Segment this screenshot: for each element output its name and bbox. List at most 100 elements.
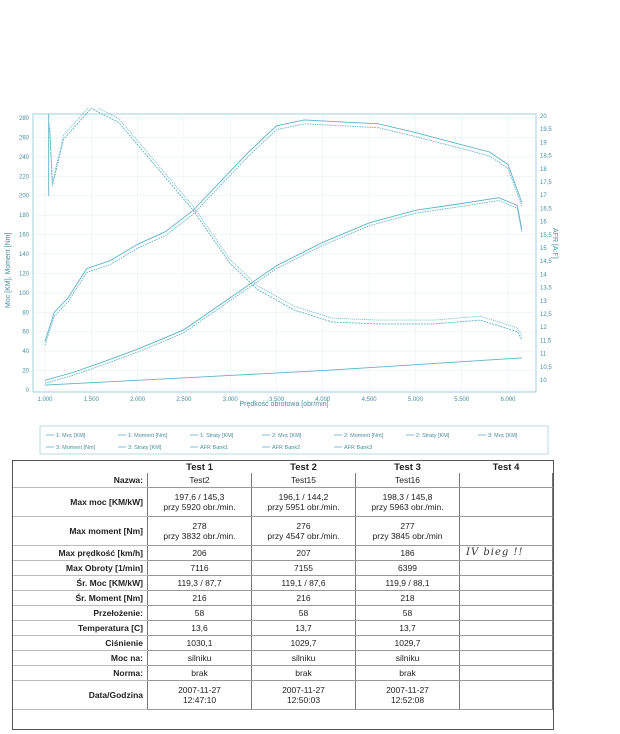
left-tick-label: 80	[22, 310, 29, 316]
cell-test-2: 276 przy 4547 obr./min.	[251, 516, 356, 546]
cell-test-4	[459, 560, 553, 576]
right-tick-label: 15	[540, 246, 547, 252]
cell-test-2: 58	[251, 605, 356, 621]
cell-test-1: 13,6	[147, 620, 252, 636]
x-axis-label: Prędkość obrotowa [obr/min]	[239, 401, 328, 408]
curve-line	[44, 123, 523, 346]
x-tick-label: 5.000	[408, 397, 424, 403]
right-tick-label: 14	[540, 272, 547, 278]
legend-item: 3: Moment [Nm]	[56, 445, 96, 451]
x-tick-label: 4.500	[362, 397, 378, 403]
cell-test-1: 2007-11-27 12:47:10	[147, 680, 252, 710]
cell-test-1: 1030,1	[147, 635, 252, 651]
cell-test-3: 58	[355, 605, 460, 621]
table-row: Nazwa: Test2 Test15 Test16	[13, 473, 553, 488]
cell-test-3: 2007-11-27 12:52:08	[355, 680, 460, 710]
cell-test-2: 13,7	[251, 620, 356, 636]
right-tick-label: 13,5	[540, 286, 552, 292]
left-tick-label: 180	[19, 213, 30, 219]
results-table: Test 1 Test 2 Test 3 Test 4 Nazwa: Test2 T…	[13, 461, 553, 710]
right-tick-label: 19,5	[540, 127, 552, 133]
curve-line	[44, 357, 522, 386]
cell-test-2: 2007-11-27 12:50:03	[251, 680, 356, 710]
curve-line	[49, 108, 523, 340]
right-tick-label: 16	[540, 220, 547, 226]
table-row: Norma: brak brak brak	[13, 665, 553, 681]
curve-line	[44, 119, 523, 342]
row-label: Max moc [KM/kW]	[13, 487, 148, 517]
row-label: Max prędkość [km/h]	[13, 545, 148, 561]
cell-test-3: 198,3 / 145,8 przy 5963 obr./min.	[355, 487, 460, 517]
cell-test-4	[459, 590, 553, 606]
legend-item: 3: Moc [KM]	[488, 433, 518, 439]
row-label: Śr. Moment [Nm]	[13, 590, 148, 606]
row-label: Śr. Moc [KM/kW]	[13, 575, 148, 591]
table-row: Temperatura [C] 13,6 13,7 13,7	[13, 620, 553, 636]
row-label: Temperatura [C]	[13, 620, 148, 636]
cell-test-4	[459, 665, 553, 681]
left-tick-label: 140	[19, 252, 30, 258]
legend-item: 3: Straty [KM]	[128, 445, 162, 451]
left-tick-label: 220	[19, 174, 30, 180]
header-test-2: Test 2	[290, 461, 317, 473]
cell-test-1: Test2	[147, 473, 252, 488]
legend-box	[39, 425, 549, 455]
right-tick-label: 10	[540, 378, 547, 384]
left-axis-label: Moc [KM], Moment [Nm]	[5, 232, 12, 308]
results-table-container: Test 1 Test 2 Test 3 Test 4 Nazwa: Test2 T…	[12, 460, 554, 730]
right-tick-label: 15,5	[540, 233, 552, 239]
legend-item: 2: Moc [KM]	[272, 433, 302, 439]
cell-test-3: 1029,7	[355, 635, 460, 651]
left-tick-label: 60	[22, 330, 29, 336]
right-axis-label: AFR [A:F]	[551, 228, 558, 259]
cell-test-2: 1029,7	[251, 635, 356, 651]
table-row: Moc na: silniku silniku silniku	[13, 650, 553, 666]
row-label: Nazwa:	[13, 473, 148, 488]
left-tick-label: 260	[19, 135, 30, 141]
row-label: Max moment [Nm]	[13, 516, 148, 546]
right-tick-label: 19	[540, 140, 547, 146]
cell-test-1: 216	[147, 590, 252, 606]
cell-test-1: 119,3 / 87,7	[147, 575, 252, 591]
x-axis-ticks: 1.000 1.500 2.000 2.500 3.000 3.500 4.000 4.500…	[37, 397, 516, 403]
right-tick-label: 18,5	[540, 154, 552, 160]
cell-test-3: brak	[355, 665, 460, 681]
cell-test-3: 119,9 / 88,1	[355, 575, 460, 591]
left-tick-label: 20	[22, 369, 29, 375]
cell-test-4	[459, 680, 553, 710]
cell-test-2: Test15	[251, 473, 356, 488]
right-tick-label: 13	[540, 299, 547, 305]
right-tick-label: 14,5	[540, 259, 552, 265]
table-header-row: Test 1 Test 2 Test 3 Test 4	[13, 461, 553, 473]
cell-test-3: 6399	[355, 560, 460, 576]
right-tick-label: 18	[540, 167, 547, 173]
right-tick-label: 20	[540, 114, 547, 120]
cell-test-4	[459, 650, 553, 666]
left-tick-label: 100	[19, 291, 30, 297]
x-tick-label: 6.000	[500, 397, 516, 403]
legend-item: 1: Straty [KM]	[200, 433, 234, 439]
header-test-3: Test 3	[394, 461, 421, 473]
dyno-chart: 280 260 240 220 200 180 160 140 120 100 80 60 40 20 0 …	[0, 108, 560, 460]
cell-test-1: 197,6 / 145,3 przy 5920 obr./min.	[147, 487, 252, 517]
x-tick-label: 2.000	[130, 397, 146, 403]
legend-item: 1: Moment [Nm]	[128, 433, 168, 439]
right-tick-label: 16,5	[540, 206, 552, 212]
cell-test-3: 186	[355, 545, 460, 561]
cell-test-2: 216	[251, 590, 356, 606]
cell-test-4	[459, 620, 553, 636]
header-test-4: Test 4	[492, 461, 520, 473]
row-label: Przełożenie:	[13, 605, 148, 621]
table-row: Śr. Moc [KM/kW] 119,3 / 87,7 119,1 / 87,6 1…	[13, 575, 553, 591]
cell-test-1: 58	[147, 605, 252, 621]
cell-test-2: silniku	[251, 650, 356, 666]
cell-test-3: Test16	[355, 473, 460, 488]
header-test-1: Test 1	[186, 461, 213, 473]
right-tick-label: 10,5	[540, 365, 552, 371]
right-tick-label: 11,5	[540, 338, 552, 344]
cell-test-1: 7116	[147, 560, 252, 576]
left-tick-label: 200	[19, 194, 30, 200]
cell-test-3: 13,7	[355, 620, 460, 636]
plot-curves	[44, 108, 523, 386]
